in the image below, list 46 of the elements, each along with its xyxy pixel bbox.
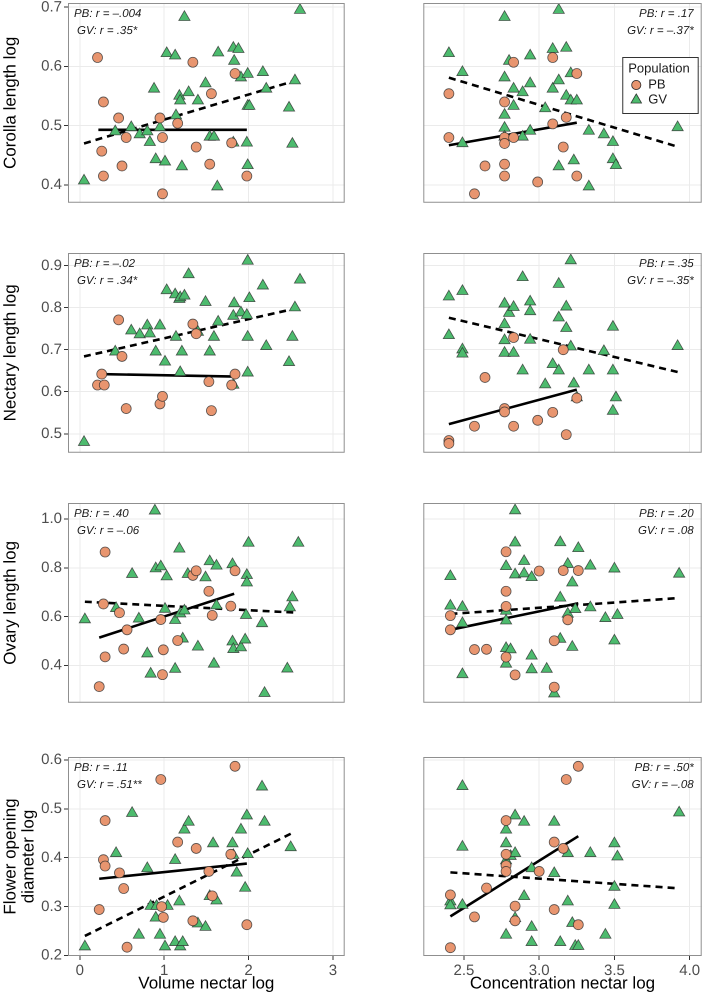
y-tick-label: 0.7 bbox=[41, 0, 62, 16]
y-tick-label: 0.4 bbox=[41, 656, 62, 674]
annotation: PB: r = .40 bbox=[74, 508, 130, 520]
annotation: PB: r = –.004 bbox=[74, 8, 142, 20]
y-tick-label: 0.4 bbox=[41, 176, 62, 194]
x-tick-label: 1 bbox=[160, 962, 168, 980]
annotation: GV: r = –.35* bbox=[627, 274, 694, 287]
annotation: PB: r = .17 bbox=[639, 8, 694, 20]
annotation: PB: r = .11 bbox=[74, 762, 128, 774]
y-tick-label: 0.6 bbox=[41, 382, 62, 400]
y-tick-label: 0.8 bbox=[41, 559, 62, 576]
legend-label: PB bbox=[648, 76, 666, 92]
y-tick-label: 0.6 bbox=[41, 58, 62, 75]
annotation: GV: r = –.06 bbox=[77, 524, 140, 537]
y-tick-label: 0.5 bbox=[41, 800, 62, 817]
annotation: GV: r = .35* bbox=[77, 24, 138, 37]
annotation: PB: r = .20 bbox=[639, 508, 694, 520]
x-tick-label: 3 bbox=[328, 962, 338, 980]
y-tick-label: 0.2 bbox=[41, 946, 62, 964]
y-tick-label: 1.0 bbox=[41, 510, 62, 528]
x-tick-label: 2 bbox=[244, 962, 253, 980]
y-axis-title: Ovary length log bbox=[0, 540, 20, 665]
y-tick-label: 0.7 bbox=[41, 340, 62, 358]
annotation: PB: r = .35 bbox=[639, 258, 694, 270]
x-tick-label: 4.0 bbox=[679, 962, 700, 980]
y-tick-label: 0.8 bbox=[41, 298, 62, 316]
y-tick-label: 0.3 bbox=[41, 898, 62, 915]
annotation: GV: r = .34* bbox=[77, 274, 138, 287]
y-tick-label: 0.9 bbox=[41, 256, 62, 274]
y-tick-label: 0.4 bbox=[41, 848, 62, 866]
annotation: GV: r = –.37* bbox=[627, 24, 694, 37]
y-axis-title: Corolla length log bbox=[0, 36, 20, 170]
y-axis-title: Nectary length log bbox=[0, 284, 20, 422]
annotation: GV: r = .51** bbox=[77, 778, 142, 791]
legend-title: Population bbox=[628, 60, 690, 76]
y-tick-label: 0.6 bbox=[41, 608, 62, 625]
y-tick-label: 0.6 bbox=[41, 751, 62, 768]
y-axis-title: Flower opening diameter log bbox=[0, 798, 38, 915]
y-tick-label: 0.5 bbox=[41, 424, 62, 442]
annotation: GV: r = .08 bbox=[638, 524, 694, 537]
legend-label: GV bbox=[648, 92, 668, 107]
annotation: PB: r = .50* bbox=[634, 762, 694, 774]
annotation: PB: r = –.02 bbox=[74, 258, 136, 270]
y-tick-label: 0.5 bbox=[41, 116, 62, 134]
annotation: GV: r = –.08 bbox=[632, 778, 694, 791]
x-tick-label: 0 bbox=[76, 962, 84, 980]
